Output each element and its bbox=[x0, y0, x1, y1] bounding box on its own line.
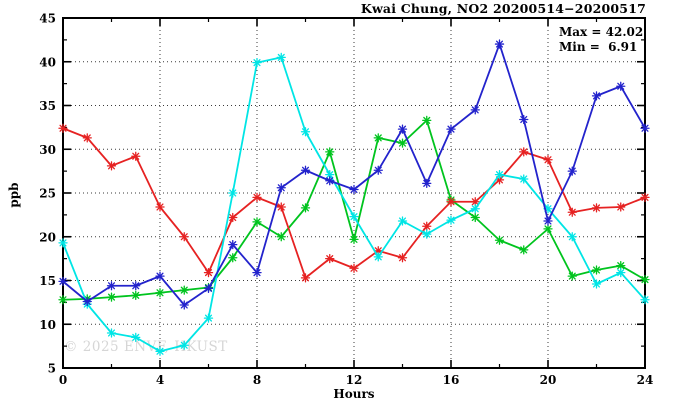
chart-title: Kwai Chung, NO2 20200514−20200517 bbox=[360, 1, 646, 16]
x-tick-labels: 0 4 8 12 16 20 24 bbox=[59, 373, 654, 387]
svg-text:12: 12 bbox=[346, 373, 363, 387]
svg-text:24: 24 bbox=[637, 373, 654, 387]
x-axis-label: Hours bbox=[333, 387, 375, 401]
svg-text:5: 5 bbox=[48, 362, 56, 376]
cyan-line bbox=[58, 52, 650, 356]
svg-text:4: 4 bbox=[156, 373, 164, 387]
blue-line bbox=[58, 39, 650, 310]
svg-text:20: 20 bbox=[39, 230, 56, 244]
svg-text:25: 25 bbox=[39, 187, 56, 201]
svg-text:45: 45 bbox=[39, 12, 56, 26]
svg-text:10: 10 bbox=[39, 318, 56, 332]
svg-text:16: 16 bbox=[443, 373, 460, 387]
svg-text:0: 0 bbox=[59, 373, 67, 387]
svg-text:20: 20 bbox=[540, 373, 557, 387]
y-tick-labels: 5 10 15 20 25 30 35 40 45 bbox=[39, 12, 56, 376]
y-axis-label: ppb bbox=[7, 182, 21, 208]
min-value-label: Min = 6.91 bbox=[559, 40, 638, 54]
max-value-label: Max = 42.02 bbox=[559, 25, 644, 39]
max-min-annotation: Max = 42.02 Min = 6.91 bbox=[559, 25, 643, 55]
svg-text:35: 35 bbox=[39, 99, 56, 113]
svg-text:30: 30 bbox=[39, 143, 56, 157]
svg-text:15: 15 bbox=[39, 274, 56, 288]
svg-text:8: 8 bbox=[253, 373, 261, 387]
svg-text:40: 40 bbox=[39, 55, 56, 69]
